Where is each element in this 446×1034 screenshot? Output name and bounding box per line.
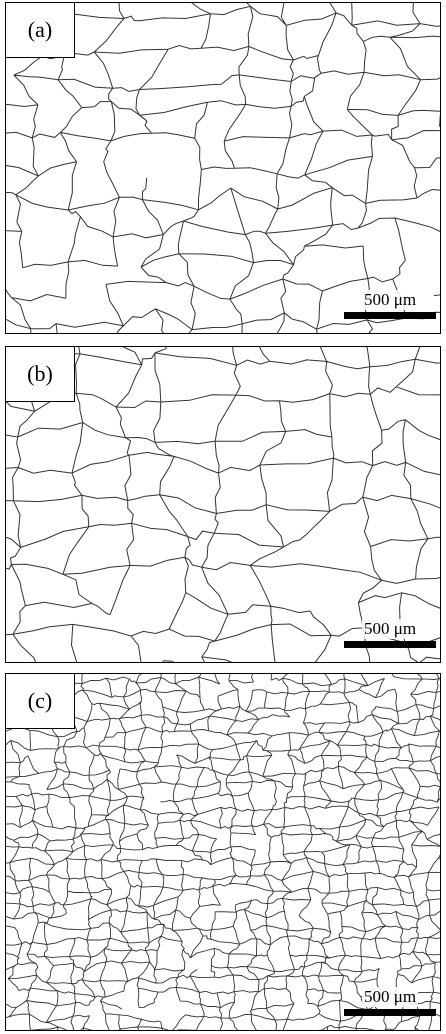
scale-bar — [344, 641, 436, 648]
scale-bar — [344, 1009, 436, 1016]
scale: 500 μm — [344, 619, 436, 648]
micrograph-panel: (a) 500 μm — [5, 2, 441, 334]
scale-text: 500 μm — [362, 619, 418, 639]
page: (a) 500 μm (b) 500 μm (c) 500 μm (() => … — [0, 0, 446, 1034]
scale-bar — [344, 312, 436, 319]
panel-label: (b) — [5, 346, 75, 402]
panel-label: (a) — [5, 2, 75, 58]
scale: 500 μm — [344, 987, 436, 1016]
micrograph-panel: (c) 500 μm — [5, 673, 441, 1031]
panel-label: (c) — [5, 673, 75, 729]
scale-text: 500 μm — [362, 987, 418, 1007]
micrograph-panel: (b) 500 μm — [5, 346, 441, 663]
scale: 500 μm — [344, 290, 436, 319]
scale-text: 500 μm — [362, 290, 418, 310]
